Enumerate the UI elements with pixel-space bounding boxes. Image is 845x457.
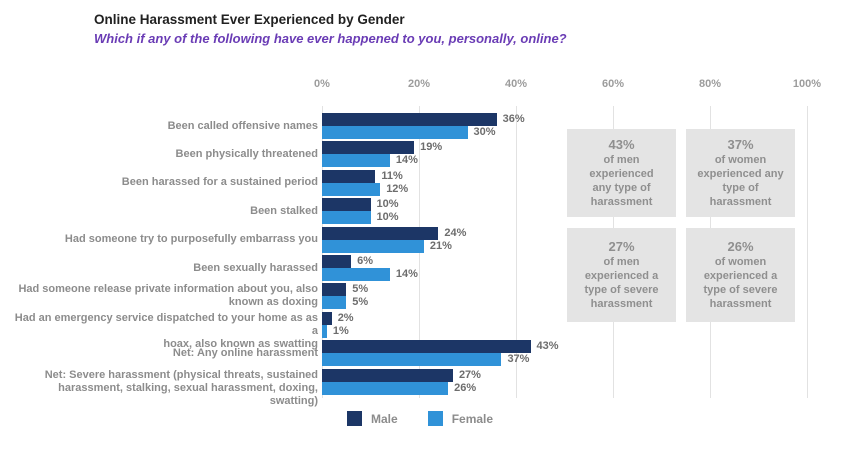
value-label-male: 5% — [352, 283, 369, 296]
callout-value: 27% — [608, 239, 635, 254]
bar-male — [322, 113, 497, 126]
category-label: Had an emergency service dispatched to y… — [14, 311, 318, 350]
legend-item-female: Female — [427, 411, 494, 426]
value-label-male: 36% — [502, 113, 525, 125]
category-label: Net: Any online harassment — [172, 346, 318, 359]
legend-label-female: Female — [451, 411, 494, 426]
bar-male — [322, 255, 352, 268]
legend-item-male: Male — [347, 411, 398, 426]
axis-tick-label: 20% — [407, 78, 431, 90]
category-label: Been called offensive names — [167, 119, 318, 132]
value-label-female: 14% — [395, 154, 418, 167]
axis-tick-label: 100% — [792, 78, 822, 90]
category-label: Had someone release private information … — [18, 283, 318, 309]
bar-female — [322, 381, 449, 395]
callout-women-any-harassment: 37% of women experienced any type of har… — [686, 129, 795, 217]
value-label-female: 26% — [454, 381, 477, 394]
legend-label-male: Male — [371, 411, 398, 426]
bar-male — [322, 340, 531, 354]
value-label-female: 30% — [473, 126, 496, 138]
category-label: Been sexually harassed — [193, 261, 318, 274]
chart-subtitle: Which if any of the following have ever … — [94, 31, 567, 46]
axis-tick-label: 40% — [504, 78, 528, 90]
legend: Male Female — [347, 411, 493, 426]
value-label-male: 27% — [458, 368, 481, 381]
callout-text: of women experienced a type of severe ha… — [703, 256, 778, 310]
value-label-male: 10% — [376, 198, 399, 211]
callout-value: 26% — [727, 239, 754, 254]
bar-female — [322, 239, 424, 253]
value-label-male: 43% — [536, 340, 559, 353]
bar-male — [322, 368, 453, 382]
value-label-female: 12% — [386, 182, 409, 195]
axis-tick-label: 80% — [698, 78, 722, 90]
bar-female — [322, 182, 381, 196]
category-label: Been harassed for a sustained period — [121, 176, 318, 189]
bar-female — [322, 268, 390, 281]
bar-female — [322, 211, 371, 225]
value-label-male: 19% — [420, 141, 443, 154]
value-label-male: 2% — [337, 311, 354, 324]
callout-value: 43% — [608, 137, 635, 152]
axis-tick-label: 60% — [601, 78, 625, 90]
callout-men-any-harassment: 43% of men experienced any type of haras… — [567, 129, 676, 217]
value-label-female: 14% — [395, 268, 418, 280]
callout-value: 37% — [727, 137, 754, 152]
axis-tick-label: 0% — [314, 78, 330, 90]
chart-title: Online Harassment Ever Experienced by Ge… — [94, 12, 405, 27]
value-label-female: 10% — [376, 211, 399, 224]
value-label-female: 5% — [352, 296, 369, 309]
callout-text: of men experienced a type of severe hara… — [584, 256, 659, 310]
value-label-male: 24% — [444, 226, 467, 239]
callout-women-severe-harassment: 26% of women experienced a type of sever… — [686, 228, 795, 322]
value-label-female: 1% — [332, 324, 349, 337]
bar-female — [322, 296, 347, 310]
category-label: Net: Severe harassment (physical threats… — [44, 368, 318, 407]
callout-text: of women experienced any type of harassm… — [697, 154, 784, 208]
value-label-male: 6% — [357, 255, 373, 267]
bar-male — [322, 198, 371, 212]
male-swatch-icon — [347, 411, 362, 426]
bar-female — [322, 126, 468, 139]
callout-men-severe-harassment: 27% of men experienced a type of severe … — [567, 228, 676, 322]
bar-male — [322, 169, 376, 183]
grid-line — [807, 106, 808, 398]
callout-text: of men experienced any type of harassmen… — [589, 154, 654, 208]
bar-female — [322, 353, 502, 367]
category-label: Had someone try to purposefully embarras… — [64, 233, 318, 246]
bar-female — [322, 324, 327, 338]
female-swatch-icon — [427, 411, 443, 426]
category-label: Been physically threatened — [175, 147, 318, 160]
value-label-female: 37% — [507, 353, 530, 366]
value-label-male: 11% — [381, 169, 403, 182]
bar-male — [322, 283, 347, 297]
grid-line — [516, 106, 517, 398]
value-label-female: 21% — [429, 239, 452, 252]
category-label: Been stalked — [250, 204, 318, 217]
bar-male — [322, 141, 415, 155]
bar-female — [322, 154, 390, 168]
bar-male — [322, 311, 332, 325]
bar-male — [322, 226, 439, 240]
